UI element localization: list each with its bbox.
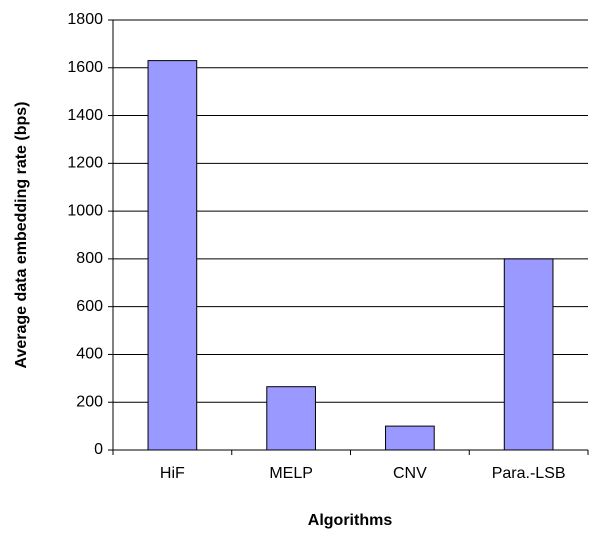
y-tick-label: 400 xyxy=(76,346,103,363)
y-tick-label: 200 xyxy=(76,393,103,410)
y-axis-label: Average data embedding rate (bps) xyxy=(13,101,30,368)
x-axis-label: Algorithms xyxy=(308,512,393,529)
y-tick-label: 1000 xyxy=(67,202,103,219)
y-tick-label: 1400 xyxy=(67,107,103,124)
y-tick-label: 600 xyxy=(76,298,103,315)
x-tick-label: Para.-LSB xyxy=(492,465,566,482)
bar xyxy=(266,386,316,451)
x-tick-label: HiF xyxy=(160,465,185,482)
y-tick-label: 800 xyxy=(76,250,103,267)
bar xyxy=(147,60,198,451)
y-tick-label: 1200 xyxy=(67,155,103,172)
y-tick-label: 1800 xyxy=(67,11,103,28)
y-tick-label: 1600 xyxy=(67,59,103,76)
bar xyxy=(385,425,435,451)
x-tick-label: CNV xyxy=(393,465,427,482)
bar xyxy=(503,258,554,451)
y-tick-label: 0 xyxy=(94,441,103,458)
x-tick-label: MELP xyxy=(269,465,313,482)
